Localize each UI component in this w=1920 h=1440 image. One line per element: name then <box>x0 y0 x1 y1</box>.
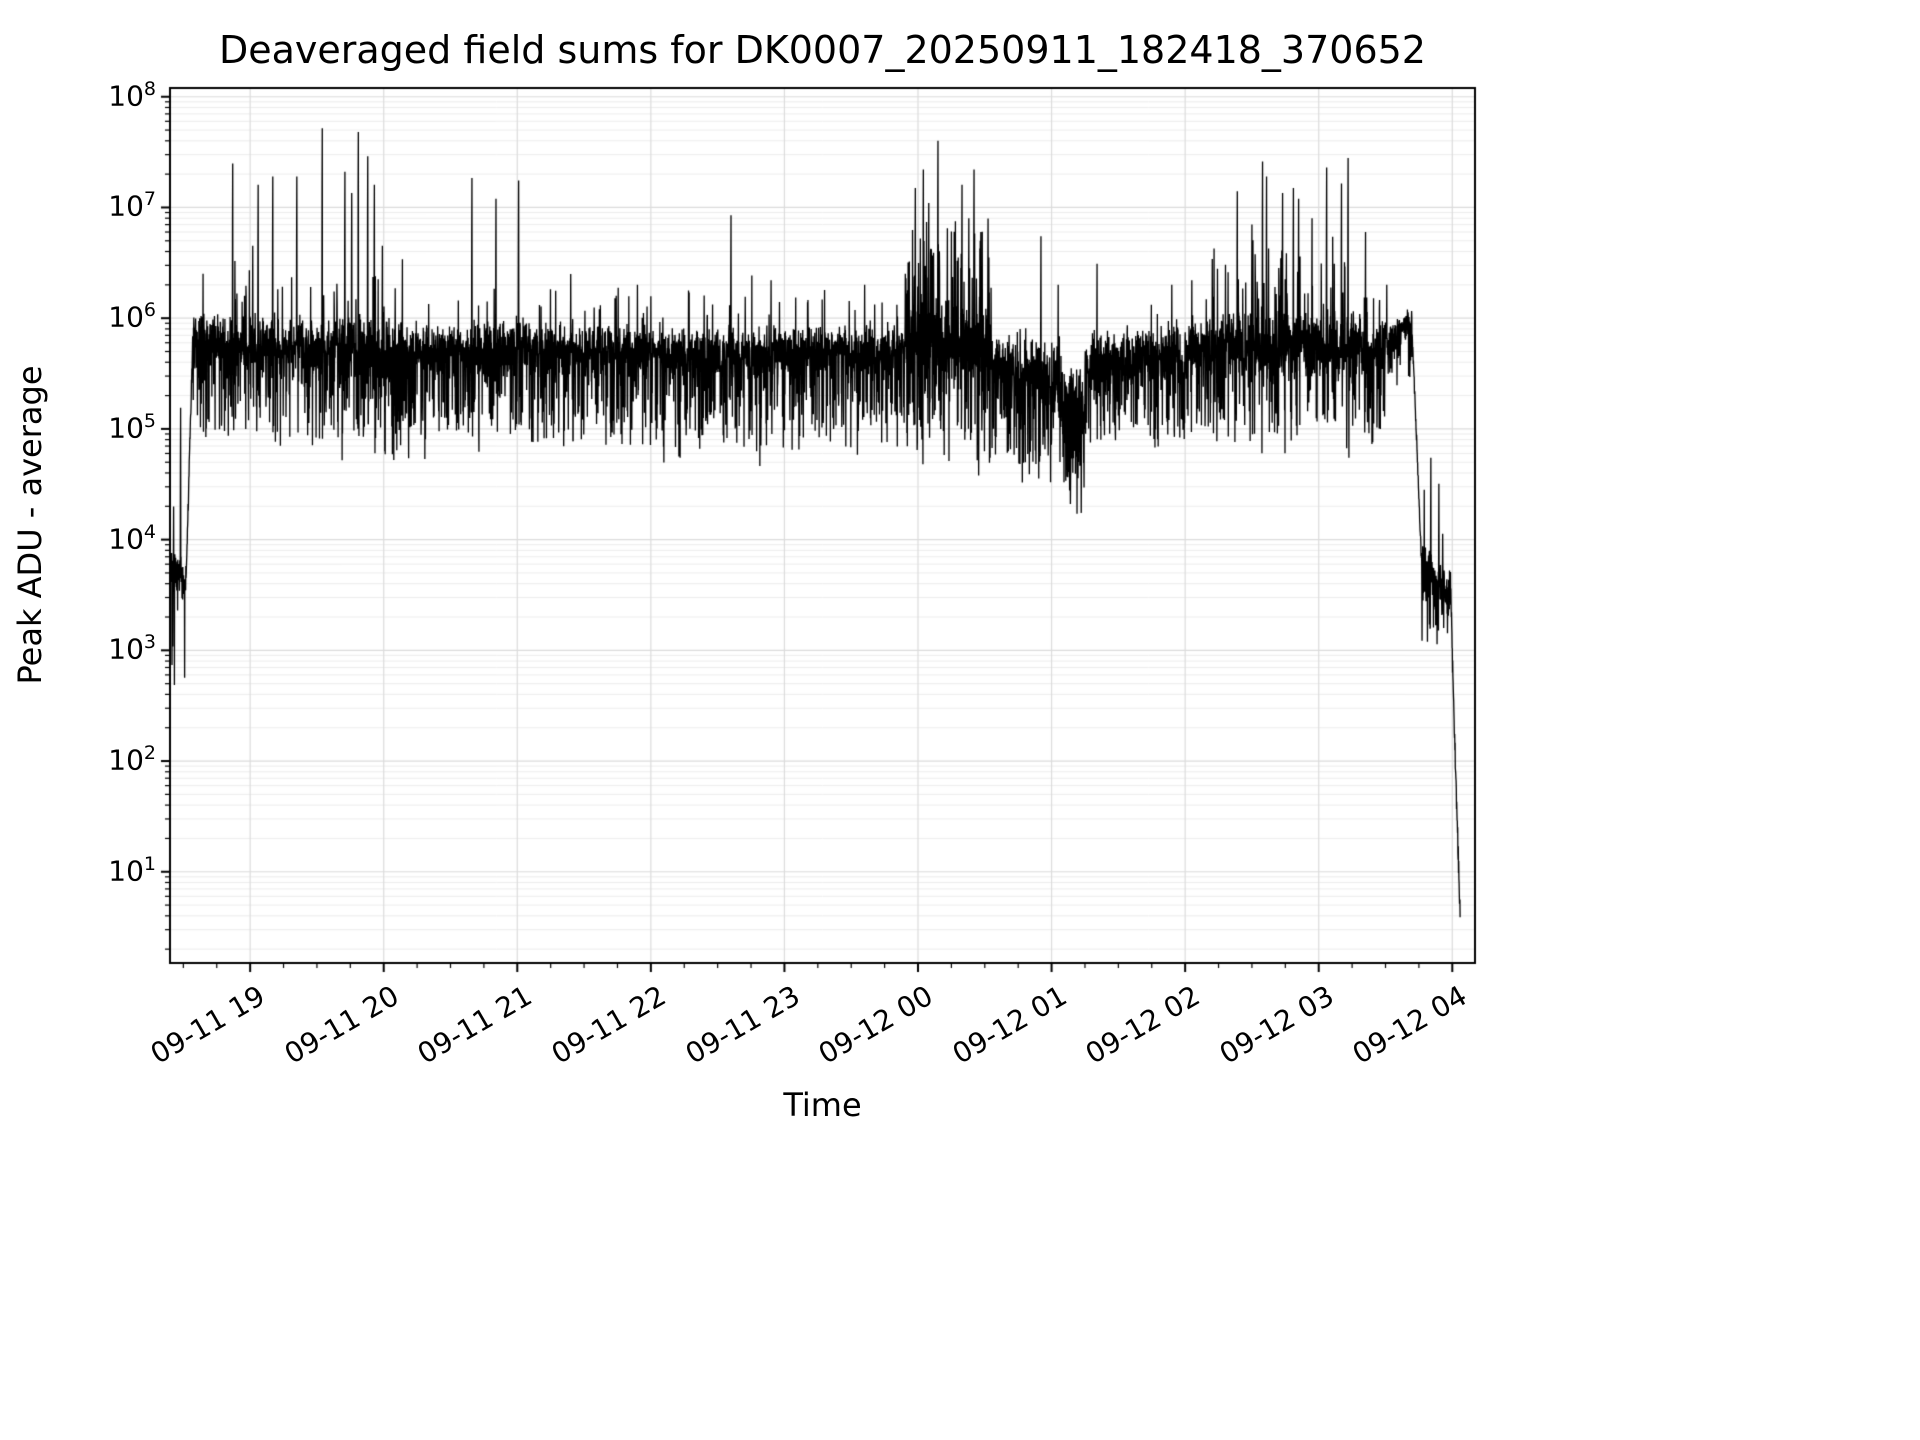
y-tick-label: 104 <box>108 520 156 556</box>
y-tick-label: 106 <box>108 299 156 334</box>
y-tick-label: 105 <box>108 410 156 445</box>
chart-title: Deaveraged field sums for DK0007_2025091… <box>218 28 1426 72</box>
y-tick-label: 102 <box>108 742 156 777</box>
y-axis-label: Peak ADU - average <box>11 365 49 685</box>
y-tick-label: 107 <box>108 188 156 223</box>
y-tick-label: 103 <box>108 631 156 666</box>
x-axis-label: Time <box>783 1086 862 1124</box>
y-tick-label: 108 <box>108 77 156 113</box>
y-tick-label: 101 <box>108 852 156 888</box>
